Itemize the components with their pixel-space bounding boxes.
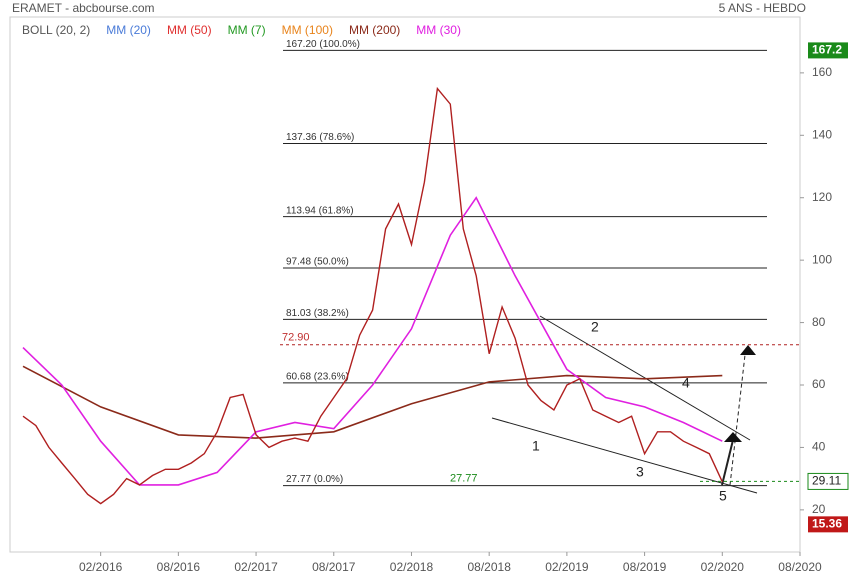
y-tick-label: 20	[812, 502, 826, 516]
x-tick-label: 08/2016	[157, 560, 201, 574]
indicator-label: BOLL (20, 2)	[22, 23, 90, 37]
y-tick-label: 120	[812, 190, 832, 204]
y-tick-label: 40	[812, 440, 826, 454]
fib-label: 60.68 (23.6%)	[286, 372, 349, 383]
indicator-label: MM (20)	[106, 23, 151, 37]
price-tag	[808, 42, 848, 59]
wave-label: 1	[532, 438, 540, 454]
resistance-label: 72.90	[282, 332, 310, 344]
indicator-legend: BOLL (20, 2) MM (20) MM (50) MM (7) MM (100)…	[22, 23, 461, 37]
arrow-head	[740, 345, 756, 355]
plot-frame	[9, 16, 801, 553]
indicator-label: MM (30)	[416, 23, 461, 37]
y-tick-label: 60	[812, 377, 826, 391]
arrow-head	[724, 432, 742, 442]
price-line	[22, 86, 723, 505]
indicator-label: MM (100)	[282, 23, 333, 37]
price-tag	[808, 516, 848, 533]
x-tick-label: 08/2017	[312, 560, 356, 574]
projection-arrow	[729, 354, 746, 486]
wave-label: 3	[636, 464, 644, 480]
arrow	[721, 439, 734, 486]
x-tick-label: 08/2020	[778, 560, 822, 574]
y-tick-label: 160	[812, 65, 832, 79]
x-tick-label: 02/2018	[390, 560, 434, 574]
x-tick-label: 08/2018	[467, 560, 511, 574]
x-tick-label: 02/2019	[545, 560, 589, 574]
y-tick-label: 80	[812, 315, 826, 329]
indicator-label: MM (200)	[349, 23, 400, 37]
x-tick-label: 08/2019	[623, 560, 667, 574]
y-tick-label: 140	[812, 127, 832, 141]
y-tick-label: 100	[812, 252, 832, 266]
trend-line	[491, 417, 758, 494]
price-tag-label: 15.36	[812, 517, 842, 531]
x-tick-label: 02/2016	[79, 560, 123, 574]
wave-label: 2	[591, 319, 599, 335]
x-tick-label: 02/2017	[234, 560, 278, 574]
fib-label: 97.48 (50.0%)	[286, 257, 349, 268]
fib-label: 81.03 (38.2%)	[286, 308, 349, 319]
fib-label: 137.36 (78.6%)	[286, 132, 354, 143]
ma-line	[22, 365, 723, 439]
price-tag-label: 167.2	[812, 43, 842, 57]
wave-label: 5	[719, 488, 727, 504]
fib-label: 27.77 (0.0%)	[286, 474, 343, 485]
price-tag	[807, 472, 849, 490]
fib-label: 113.94 (61.8%)	[286, 205, 354, 216]
chart-title: ERAMET - abcbourse.com	[12, 1, 155, 15]
chart-subtitle: 5 ANS - HEBDO	[719, 1, 806, 15]
indicator-label: MM (50)	[167, 23, 212, 37]
price-tag-label: 29.11	[812, 474, 841, 488]
support-label: 27.77	[450, 473, 478, 485]
fib-label: 167.20 (100.0%)	[286, 39, 360, 50]
x-tick-label: 02/2020	[701, 560, 745, 574]
indicator-label: MM (7)	[228, 23, 266, 37]
